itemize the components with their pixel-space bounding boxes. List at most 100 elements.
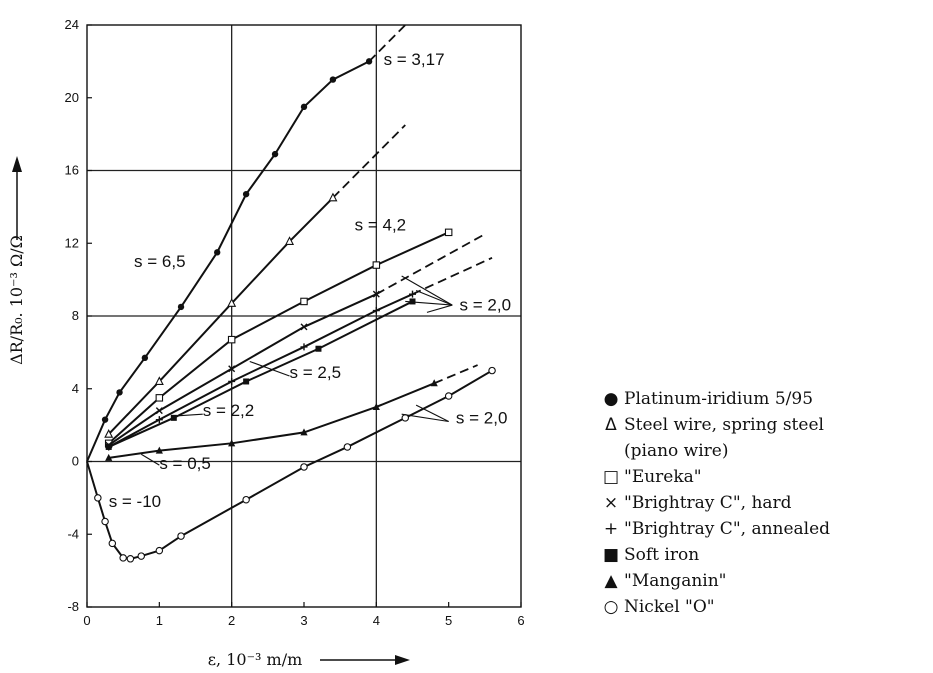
data-point	[177, 303, 185, 311]
annotation-label: s = 3,17	[384, 50, 445, 69]
series-0	[86, 24, 406, 462]
data-point	[155, 407, 163, 415]
data-point	[137, 552, 146, 560]
annotation-label: s = 2,5	[290, 363, 342, 382]
legend-label: Soft iron	[624, 545, 700, 565]
data-point	[300, 428, 308, 436]
series-line	[108, 293, 413, 448]
data-point	[300, 343, 308, 351]
data-point	[328, 192, 338, 202]
data-point	[285, 236, 295, 245]
series-line-dashed	[375, 233, 486, 295]
data-point	[242, 495, 250, 504]
legend-label: "Eureka"	[624, 467, 702, 487]
annotation-label: s = 2,0	[456, 408, 508, 427]
y-tick-label: 24	[65, 17, 79, 32]
data-point	[170, 414, 177, 421]
data-point	[116, 389, 123, 396]
data-point	[243, 378, 250, 385]
data-point	[372, 402, 380, 410]
data-point	[177, 532, 185, 540]
annotation-label: s = 2,0	[460, 296, 512, 315]
series-6	[105, 364, 478, 461]
annotation-leader	[426, 304, 453, 313]
annotation-label: s = 6,5	[134, 252, 186, 271]
legend-marker: ×	[603, 493, 619, 513]
series-7	[86, 366, 496, 563]
data-point	[228, 439, 236, 447]
data-point	[94, 494, 102, 502]
legend-marker: □	[602, 467, 620, 487]
series-line-dashed	[368, 24, 406, 63]
data-point	[372, 290, 380, 298]
data-point	[105, 443, 112, 450]
legend-item: Δ Steel wire, spring steel	[598, 412, 933, 438]
series-line	[108, 382, 435, 459]
data-point	[126, 555, 135, 563]
legend-item: ● Platinum-iridium 5/95	[598, 386, 933, 412]
x-tick-label: 5	[445, 613, 452, 628]
legend-item: + "Brightray C", annealed	[598, 516, 933, 542]
legend-label: "Brightray C", annealed	[624, 519, 831, 539]
series-line	[86, 369, 493, 560]
data-point	[104, 429, 114, 438]
legend-marker: Δ	[605, 415, 617, 435]
data-point	[372, 261, 381, 269]
annotation-leader	[405, 300, 453, 306]
annotation-label: s = 4,2	[355, 216, 407, 235]
data-point	[119, 554, 127, 562]
y-tick-label: 16	[65, 163, 79, 178]
data-point	[329, 76, 337, 83]
data-point	[227, 298, 237, 307]
series-line-dashed	[332, 124, 406, 199]
annotation-label: s = 0,5	[159, 454, 211, 473]
x-tick-label: 3	[300, 613, 307, 628]
legend-label: Nickel "O"	[624, 597, 715, 617]
data-point	[227, 335, 236, 344]
data-point	[444, 392, 453, 400]
annotation-leader	[401, 413, 449, 423]
data-point	[430, 379, 438, 387]
x-tick-label: 4	[373, 613, 380, 628]
annotation-label: s = 2,2	[203, 401, 255, 420]
legend-label: "Brightray C", hard	[624, 493, 792, 513]
legend: ● Platinum-iridium 5/95 Δ Steel wire, sprin…	[598, 386, 933, 620]
y-tick-label: -4	[67, 526, 79, 541]
legend-item: ○ Nickel "O"	[598, 594, 933, 620]
y-tick-label: 8	[72, 308, 79, 323]
data-point	[155, 546, 164, 555]
x-axis-arrow	[320, 655, 410, 665]
series-layer	[86, 24, 496, 563]
x-tick-label: 6	[517, 613, 524, 628]
series-2	[104, 228, 453, 448]
y-tick-label: -8	[67, 599, 79, 614]
legend-item: ■ Soft iron	[598, 542, 933, 568]
data-point	[105, 453, 113, 461]
data-point	[315, 345, 322, 352]
y-tick-label: 0	[72, 454, 79, 469]
data-point	[155, 416, 163, 424]
annotation-leader	[140, 453, 160, 466]
data-point	[271, 150, 279, 158]
y-axis-title: ΔR/R₀. 10⁻³ Ω/Ω	[7, 235, 26, 365]
legend-marker: ■	[602, 545, 620, 565]
series-5	[105, 298, 416, 450]
annotation-leader	[415, 290, 453, 306]
data-point	[300, 297, 308, 306]
x-tick-label: 0	[83, 613, 90, 628]
legend-item: (piano wire)	[598, 438, 933, 464]
data-point	[228, 365, 236, 373]
legend-item: × "Brightray C", hard	[598, 490, 933, 516]
annotation-leader	[249, 360, 290, 377]
x-axis-title: ε, 10⁻³ m/m	[208, 650, 303, 669]
data-point	[242, 190, 250, 198]
data-point	[343, 443, 352, 451]
annotation-layer: s = 3,17 s = 4,2 s = 6,5 s = 2,0 s = 2,5 s = …	[109, 50, 511, 511]
data-point	[300, 323, 308, 331]
data-point	[300, 103, 308, 111]
x-tick-label: 2	[228, 613, 235, 628]
series-line-dashed	[433, 364, 478, 385]
data-point	[409, 298, 416, 305]
